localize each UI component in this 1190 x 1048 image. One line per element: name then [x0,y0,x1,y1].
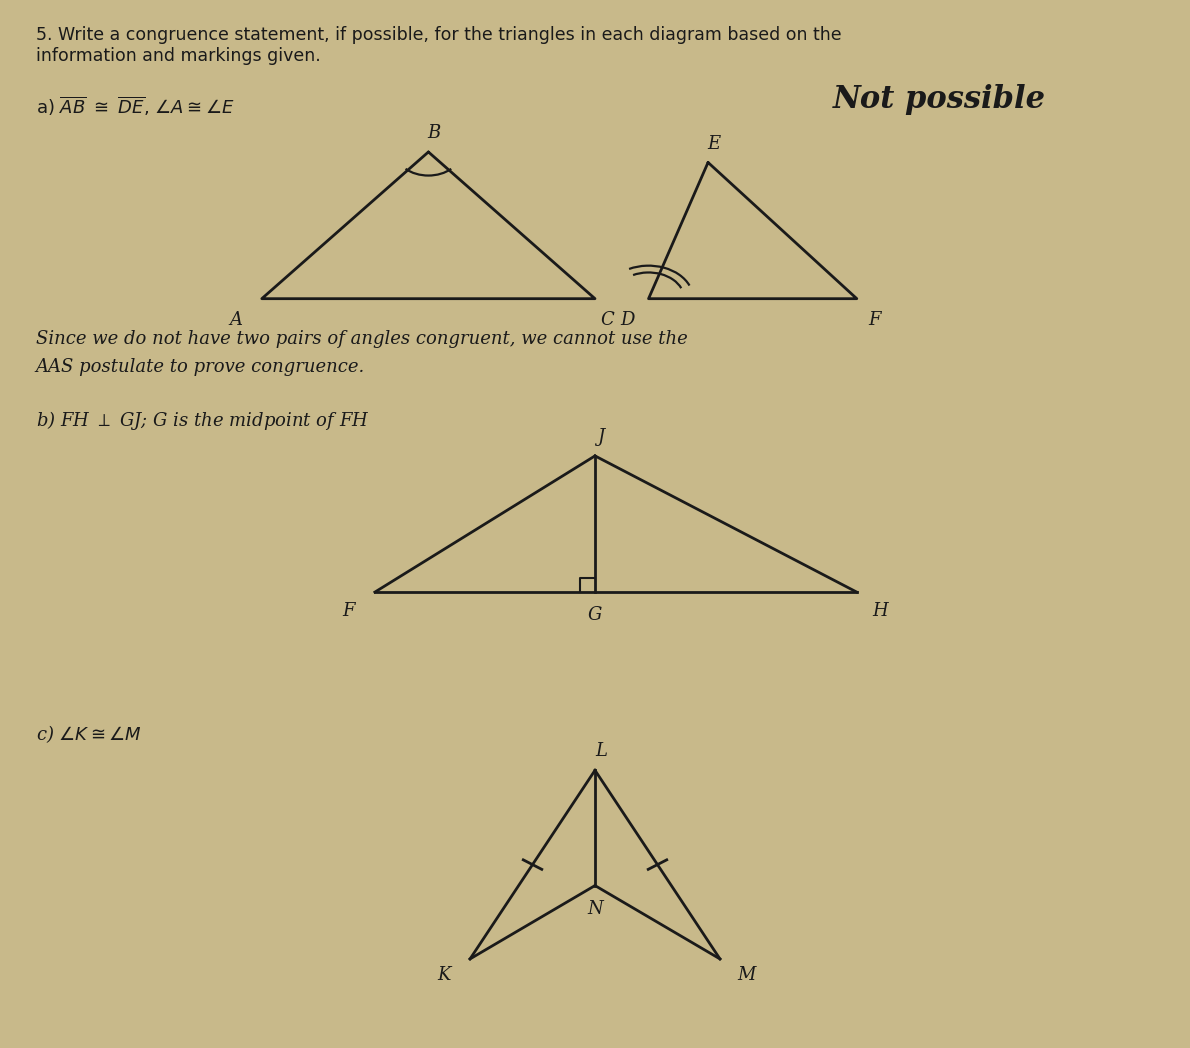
Text: F: F [869,310,881,329]
Text: L: L [595,742,607,761]
Text: B: B [427,124,441,143]
Text: Not possible: Not possible [833,84,1046,115]
Text: A: A [230,310,242,329]
Text: AAS postulate to prove congruence.: AAS postulate to prove congruence. [36,358,365,376]
Text: C: C [600,310,614,329]
Text: M: M [737,965,756,984]
Text: H: H [872,602,889,620]
Text: information and markings given.: information and markings given. [36,47,320,65]
Text: G: G [588,606,602,625]
Text: 5. Write a congruence statement, if possible, for the triangles in each diagram : 5. Write a congruence statement, if poss… [36,26,841,44]
Text: b) FH $\perp$ GJ; G is the midpoint of FH: b) FH $\perp$ GJ; G is the midpoint of F… [36,409,369,432]
Text: F: F [343,602,355,620]
Text: N: N [587,899,603,918]
Text: J: J [597,428,605,446]
Text: K: K [437,965,451,984]
Text: E: E [707,134,721,153]
Text: a) $\overline{AB}$ $\cong$ $\overline{DE}$, $\angle A \cong \angle E$: a) $\overline{AB}$ $\cong$ $\overline{DE… [36,94,234,117]
Text: c) $\angle K \cong \angle M$: c) $\angle K \cong \angle M$ [36,723,142,745]
Text: D: D [620,310,634,329]
Text: Since we do not have two pairs of angles congruent, we cannot use the: Since we do not have two pairs of angles… [36,330,688,348]
